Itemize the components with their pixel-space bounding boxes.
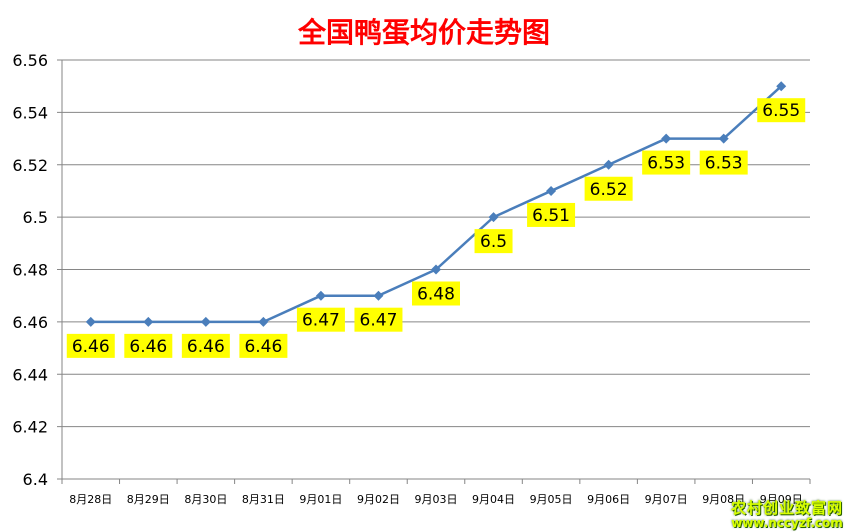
y-tick-label: 6.42 xyxy=(12,418,48,437)
x-tick-label: 8月31日 xyxy=(242,493,285,506)
x-axis-ticks: 8月28日 8月29日 8月30日 8月31日 9月01日 9月02日 9月03日 9月04日… xyxy=(61,479,811,506)
data-label-bg xyxy=(642,150,691,175)
data-point xyxy=(488,212,499,223)
x-tick-label: 8月30日 xyxy=(184,493,227,506)
watermark-url: www.nccyzf.com xyxy=(731,515,843,530)
data-label: 6.55 xyxy=(762,101,800,121)
x-tick-label: 8月29日 xyxy=(127,493,170,506)
data-label-bg xyxy=(239,333,288,358)
data-point xyxy=(258,316,269,327)
data-label: 6.51 xyxy=(532,206,570,226)
data-label: 6.53 xyxy=(647,154,685,174)
data-label: 6.47 xyxy=(302,311,340,331)
data-point xyxy=(85,316,96,327)
data-label-bg xyxy=(354,307,403,332)
data-point xyxy=(315,290,326,301)
data-label-bg xyxy=(181,333,230,358)
data-label: 6.52 xyxy=(590,180,628,200)
y-tick-label: 6.46 xyxy=(12,313,48,332)
series-line xyxy=(85,81,787,327)
y-tick-label: 6.4 xyxy=(23,470,48,489)
data-label: 6.48 xyxy=(417,285,455,305)
chart-title: 全国鸭蛋均价走势图 xyxy=(297,16,550,49)
data-point xyxy=(143,316,154,327)
data-point xyxy=(776,81,787,92)
data-point xyxy=(373,290,384,301)
data-labels: 6.46 6.46 6.46 6.46 6.47 6.47 6.48 6.5 6.51 6.52 6… xyxy=(66,98,806,358)
y-tick-label: 6.52 xyxy=(12,156,48,175)
x-tick-label: 9月06日 xyxy=(587,493,630,506)
data-label-bg xyxy=(66,333,115,358)
x-tick-label: 9月01日 xyxy=(299,493,342,506)
data-point xyxy=(431,264,441,275)
data-point xyxy=(718,133,729,144)
x-tick-label: 9月09日 xyxy=(760,493,803,506)
data-label: 6.46 xyxy=(129,337,167,357)
data-label: 6.53 xyxy=(705,154,743,174)
data-label: 6.46 xyxy=(187,337,225,357)
x-tick-label: 9月03日 xyxy=(415,493,458,506)
data-point xyxy=(546,185,557,196)
data-label: 6.46 xyxy=(72,337,110,357)
data-label-bg xyxy=(527,202,576,227)
y-tick-label: 6.56 xyxy=(12,51,48,70)
data-point xyxy=(200,316,211,327)
x-tick-label: 9月02日 xyxy=(357,493,400,506)
x-tick-label: 9月07日 xyxy=(645,493,688,506)
x-tick-label: 9月04日 xyxy=(472,493,515,506)
data-label-bg xyxy=(699,150,748,175)
y-tick-label: 6.44 xyxy=(12,365,48,384)
data-label-bg xyxy=(412,281,460,306)
data-point xyxy=(661,133,672,144)
x-tick-label: 8月28日 xyxy=(69,493,112,506)
axes xyxy=(61,60,810,480)
x-tick-label: 9月05日 xyxy=(530,493,573,506)
x-tick-label: 9月08日 xyxy=(702,493,745,506)
data-label: 6.5 xyxy=(480,232,507,252)
data-label: 6.47 xyxy=(360,311,398,331)
y-axis-ticks: 6.4 6.42 6.44 6.46 6.48 6.5 6.52 6.54 6.56 xyxy=(12,51,48,489)
watermark: 农村创业致富网 www.nccyzf.com xyxy=(731,500,843,530)
watermark-text: 农村创业致富网 xyxy=(730,499,843,518)
y-tick-label: 6.5 xyxy=(23,208,48,227)
data-label-bg xyxy=(757,98,806,123)
data-label-bg xyxy=(474,229,513,254)
data-label: 6.46 xyxy=(244,337,282,357)
y-tick-label: 6.48 xyxy=(12,261,48,280)
data-label-bg xyxy=(584,176,633,201)
y-tick-label: 6.54 xyxy=(12,103,48,122)
data-point xyxy=(603,159,614,170)
data-label-bg xyxy=(124,333,173,358)
data-label-bg xyxy=(296,307,345,332)
